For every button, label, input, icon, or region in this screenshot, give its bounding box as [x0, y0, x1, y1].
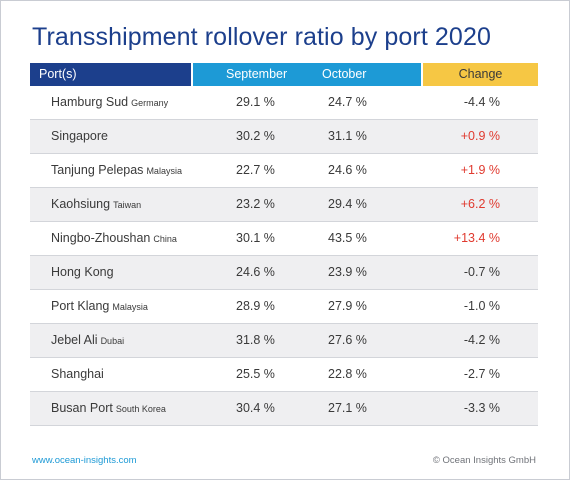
change-value: -1.0 % [463, 299, 500, 313]
table-row: Hong Kong 24.6 % 23.9 % -0.7 % [30, 256, 538, 290]
change-value: -0.7 % [463, 265, 500, 279]
table-row: Jebel Ali Dubai 31.8 % 27.6 % -4.2 % [30, 324, 538, 358]
september-value: 30.4 % [236, 401, 275, 415]
table-row: Shanghai 25.5 % 22.8 % -2.7 % [30, 358, 538, 392]
port-name: Hamburg Sud [51, 95, 129, 109]
port-name: Port Klang [51, 299, 110, 313]
october-value: 22.8 % [328, 367, 367, 381]
october-value: 43.5 % [328, 231, 367, 245]
table-body: Hamburg Sud Germany 29.1 % 24.7 % -4.4 % Sing… [30, 86, 538, 426]
table-row: Port Klang Malaysia 28.9 % 27.9 % -1.0 % [30, 290, 538, 324]
october-value: 23.9 % [328, 265, 367, 279]
change-value: +13.4 % [453, 231, 500, 245]
october-value: 27.9 % [328, 299, 367, 313]
copyright-text: © Ocean Insights GmbH [432, 455, 536, 466]
port-region: Germany [131, 98, 169, 108]
header-september: September [226, 67, 288, 81]
october-value: 27.6 % [328, 333, 367, 347]
port-name: Jebel Ali [51, 333, 98, 347]
port-name: Ningbo-Zhoushan [51, 231, 151, 245]
table-row: Hamburg Sud Germany 29.1 % 24.7 % -4.4 % [30, 86, 538, 120]
change-value: -4.2 % [463, 333, 500, 347]
october-value: 24.6 % [328, 163, 367, 177]
port-name: Busan Port [51, 401, 113, 415]
port-cell: Jebel Ali Dubai [51, 324, 124, 357]
september-value: 22.7 % [236, 163, 275, 177]
september-value: 23.2 % [236, 197, 275, 211]
september-value: 31.8 % [236, 333, 275, 347]
october-value: 29.4 % [328, 197, 367, 211]
port-cell: Tanjung Pelepas Malaysia [51, 154, 182, 187]
change-value: +6.2 % [460, 197, 500, 211]
port-cell: Hamburg Sud Germany [51, 86, 168, 119]
change-value: -3.3 % [463, 401, 500, 415]
table-row: Kaohsiung Taiwan 23.2 % 29.4 % +6.2 % [30, 188, 538, 222]
port-region: South Korea [115, 404, 166, 414]
rollover-table: Port(s) September October Change Hamburg… [30, 63, 538, 431]
september-value: 24.6 % [236, 265, 275, 279]
port-region: China [153, 234, 177, 244]
chart-title: Transshipment rollover ratio by port 202… [32, 23, 491, 51]
port-cell: Ningbo-Zhoushan China [51, 222, 177, 255]
port-region: Malaysia [112, 302, 148, 312]
port-cell: Hong Kong [51, 256, 114, 289]
september-value: 30.2 % [236, 129, 275, 143]
september-value: 29.1 % [236, 95, 275, 109]
header-change: Change [423, 63, 538, 86]
table-row: Ningbo-Zhoushan China 30.1 % 43.5 % +13.4 % [30, 222, 538, 256]
port-cell: Port Klang Malaysia [51, 290, 148, 323]
port-cell: Singapore [51, 120, 108, 153]
port-name: Hong Kong [51, 265, 114, 279]
header-month-band [193, 63, 421, 86]
table-row: Singapore 30.2 % 31.1 % +0.9 % [30, 120, 538, 154]
header-port: Port(s) [30, 63, 191, 86]
october-value: 31.1 % [328, 129, 367, 143]
table-header: Port(s) September October Change [30, 63, 538, 86]
change-value: +0.9 % [460, 129, 500, 143]
port-name: Shanghai [51, 367, 104, 381]
port-name: Tanjung Pelepas [51, 163, 144, 177]
change-value: -4.4 % [463, 95, 500, 109]
table-row: Tanjung Pelepas Malaysia 22.7 % 24.6 % +1.9 … [30, 154, 538, 188]
port-region: Taiwan [113, 200, 142, 210]
port-region: Dubai [100, 336, 125, 346]
october-value: 24.7 % [328, 95, 367, 109]
port-name: Singapore [51, 129, 108, 143]
port-cell: Busan Port South Korea [51, 392, 166, 425]
change-value: +1.9 % [460, 163, 500, 177]
september-value: 28.9 % [236, 299, 275, 313]
port-cell: Kaohsiung Taiwan [51, 188, 141, 221]
header-october: October [322, 67, 367, 81]
port-region: Malaysia [146, 166, 182, 176]
website-link[interactable]: www.ocean-insights.com [32, 455, 137, 466]
table-row: Busan Port South Korea 30.4 % 27.1 % -3.3 % [30, 392, 538, 426]
october-value: 27.1 % [328, 401, 367, 415]
port-name: Kaohsiung [51, 197, 111, 211]
change-value: -2.7 % [463, 367, 500, 381]
september-value: 25.5 % [236, 367, 275, 381]
september-value: 30.1 % [236, 231, 275, 245]
port-cell: Shanghai [51, 358, 104, 391]
